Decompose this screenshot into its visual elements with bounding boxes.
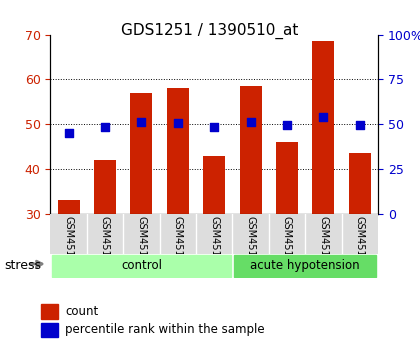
Point (357, 122, 363, 128)
Text: GSM45193: GSM45193 (209, 216, 219, 273)
Text: GSM45189: GSM45189 (173, 216, 183, 273)
Text: GSM45184: GSM45184 (63, 216, 73, 269)
Text: acute hypotension: acute hypotension (250, 259, 360, 272)
Text: GSM45191: GSM45191 (318, 216, 328, 269)
Text: control: control (121, 259, 162, 272)
Text: GSM45187: GSM45187 (136, 216, 147, 273)
Point (102, 124, 108, 130)
Bar (167, 88, 189, 214)
Text: GSM45191: GSM45191 (318, 216, 328, 273)
Bar (94, 160, 116, 214)
Text: GSM45186: GSM45186 (100, 216, 110, 269)
Bar (276, 142, 298, 214)
Text: percentile rank within the sample: percentile rank within the sample (66, 324, 265, 336)
Bar (203, 156, 225, 214)
Point (174, 120, 181, 126)
Text: GSM45186: GSM45186 (100, 216, 110, 273)
Text: GSM45193: GSM45193 (209, 216, 219, 269)
Text: GSM45190: GSM45190 (282, 216, 292, 269)
Text: GSM45184: GSM45184 (63, 216, 73, 273)
Text: GSM45192: GSM45192 (355, 216, 365, 269)
Text: GSM45189: GSM45189 (173, 216, 183, 269)
Bar (349, 153, 371, 214)
FancyBboxPatch shape (52, 255, 231, 277)
Text: GSM45188: GSM45188 (246, 216, 256, 269)
Text: stress: stress (4, 259, 41, 272)
Bar (240, 86, 262, 214)
Text: GSM45190: GSM45190 (282, 216, 292, 273)
Text: GDS1251 / 1390510_at: GDS1251 / 1390510_at (121, 22, 299, 39)
Text: GSM45187: GSM45187 (136, 216, 147, 269)
Point (65, 130, 72, 136)
Point (211, 124, 218, 130)
Text: count: count (66, 305, 99, 318)
FancyBboxPatch shape (234, 255, 376, 277)
Text: GSM45188: GSM45188 (246, 216, 256, 273)
Point (247, 119, 254, 124)
Point (138, 120, 145, 125)
Bar (131, 93, 152, 214)
Point (320, 114, 327, 120)
Text: GSM45192: GSM45192 (355, 216, 365, 273)
Bar (312, 41, 334, 214)
Bar (41, 304, 58, 319)
Bar (58, 200, 79, 214)
Bar (41, 323, 58, 337)
Point (284, 122, 290, 128)
